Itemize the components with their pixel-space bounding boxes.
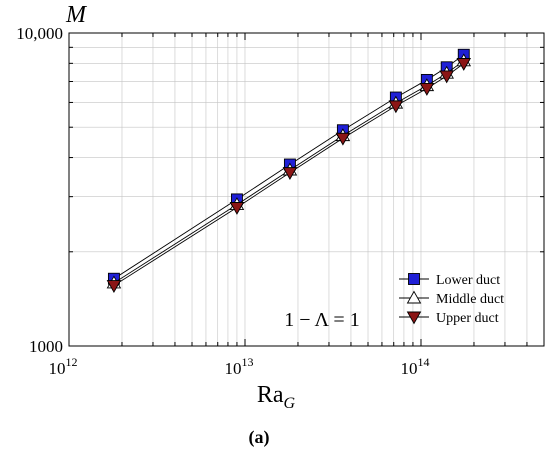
data-point (456, 58, 472, 71)
legend-item: Lower duct (399, 273, 500, 288)
x-axis-title-sub: G (284, 395, 296, 412)
y-tick-label: 1000 (29, 337, 63, 356)
y-tick-label: 10,000 (16, 24, 63, 43)
data-point (229, 202, 245, 215)
x-axis-title: RaG (257, 382, 296, 412)
legend-label: Middle duct (436, 292, 504, 307)
series-2 (106, 58, 472, 293)
legend-marker (408, 273, 420, 285)
legend-marker (406, 311, 422, 325)
x-tick-label: 1014 (400, 355, 429, 378)
legend-marker (406, 290, 422, 304)
panel-label: (a) (249, 427, 270, 448)
data-point (388, 100, 404, 114)
data-point (419, 83, 435, 96)
annotation-text: 1 − Λ = 1 (284, 309, 359, 331)
grid-layer (68, 32, 545, 347)
tick-label-layer: 1000 10,000 1012 1013 1014 (16, 24, 429, 378)
plot-frame (68, 32, 545, 347)
data-point (106, 280, 122, 293)
legend-label: Lower duct (436, 273, 500, 288)
data-point (282, 167, 298, 181)
series-line (113, 63, 465, 286)
legend-label: Upper duct (436, 311, 499, 326)
data-point (439, 70, 454, 84)
data-point (335, 132, 351, 146)
tick-layer (68, 32, 545, 347)
x-tick-label: 1013 (224, 355, 253, 378)
y-axis-title: M (65, 2, 88, 28)
legend: Lower duct Middle duct Upper duct (399, 273, 504, 326)
series-layer (106, 48, 472, 293)
legend-item: Upper duct (399, 311, 499, 326)
legend-item: Middle duct (399, 290, 504, 307)
x-axis-title-main: Ra (257, 382, 284, 408)
x-tick-label: 1012 (49, 355, 78, 378)
